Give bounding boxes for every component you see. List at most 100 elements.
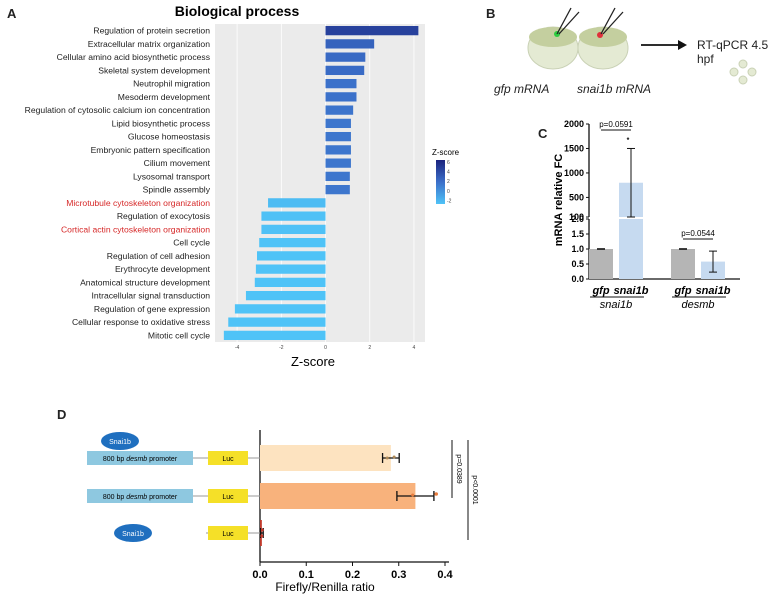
panel-b: gfp mRNA snai1b mRNA RT-qPCR 4.5 hpf (483, 0, 782, 110)
x-tick-label: gfp (591, 285, 609, 297)
data-point (260, 528, 264, 532)
luc-box (208, 526, 248, 540)
luc-label: Luc (222, 494, 234, 501)
embryo-snai1b-blastoderm (579, 27, 627, 47)
category-label: Embryonic pattern specification (91, 145, 211, 155)
legend-tick: 0 (447, 189, 450, 195)
bar (325, 118, 351, 129)
category-label: Cellular response to oxidative stress (72, 317, 210, 327)
bar (325, 39, 375, 49)
category-label: Spindle assembly (143, 185, 211, 195)
category-label: Cortical actin cytoskeleton organization (61, 224, 210, 234)
category-label: Regulation of protein secretion (93, 26, 210, 36)
y-tick-label: 1000 (564, 168, 584, 178)
embryo2-label: snai1b mRNA (577, 82, 652, 96)
y-tick-label: 0.0 (571, 274, 584, 284)
category-label: Skeletal system development (98, 65, 210, 75)
category-label: Intracellular signal transduction (92, 291, 211, 301)
snai1b-protein-icon (101, 432, 139, 450)
y-tick-label: 1.5 (571, 229, 584, 239)
bar (255, 264, 326, 274)
category-label: Regulation of exocytosis (117, 211, 210, 221)
bar (234, 304, 326, 314)
chart-d-xlabel: Firefly/Renilla ratio (275, 580, 375, 594)
p-value: p=0.0544 (681, 229, 715, 238)
bar (261, 224, 326, 235)
legend-tick: 2 (447, 179, 450, 185)
x-tick-label: 0.3 (391, 569, 406, 581)
category-label: Mesoderm development (118, 92, 211, 102)
snai1b-protein-icon (114, 524, 152, 542)
needle-1 (556, 7, 572, 35)
luc-box (208, 489, 248, 503)
bar (228, 317, 326, 327)
category-label: Lysosomal transport (133, 171, 211, 181)
chart-a-plot-bg (215, 24, 425, 342)
category-label: Extracellular matrix organization (88, 39, 210, 49)
category-label: Anatomical structure development (80, 277, 211, 287)
legend-tick: 6 (447, 160, 450, 166)
bar (223, 330, 326, 341)
bar (589, 249, 613, 279)
chart-a-title: Biological process (175, 3, 300, 19)
category-label: Lipid biosynthetic process (112, 118, 210, 128)
bar (260, 483, 416, 509)
category-label: Cellular amino acid biosynthetic process (57, 52, 210, 62)
embryo-gfp-blastoderm (529, 27, 577, 47)
luc-label: Luc (222, 531, 234, 538)
bar (325, 145, 351, 155)
panel-label-a: A (7, 6, 17, 21)
bar (261, 211, 326, 221)
y-tick-label: 2.0 (571, 214, 584, 224)
group-label: snai1b (600, 299, 632, 311)
data-point (434, 492, 439, 496)
bar (671, 249, 695, 279)
bar (325, 184, 350, 195)
bar (325, 78, 357, 89)
arrow-head-icon (678, 40, 687, 50)
small-embryo-icon (747, 67, 757, 77)
small-embryo-icon (729, 67, 739, 77)
category-label: Erythrocyte development (115, 264, 211, 274)
x-tick-label: 0 (324, 345, 327, 351)
bar (325, 52, 366, 62)
data-point (626, 137, 630, 140)
panel-label-d: D (57, 407, 67, 422)
chart-c-ylabel: mRNA relative FC (553, 154, 565, 247)
panel-label-b: B (486, 6, 496, 21)
p-value: p<0.0001 (471, 475, 478, 504)
promoter-label: 800 bp desmb promoter (103, 456, 178, 463)
category-label: Mitotic cell cycle (148, 330, 210, 340)
x-tick-label: 0.0 (252, 569, 267, 581)
x-tick-label: 0.2 (345, 569, 360, 581)
category-label: Cilium movement (144, 158, 211, 168)
x-tick-label: -2 (279, 345, 284, 351)
bar (259, 237, 326, 248)
data-point (385, 456, 389, 460)
chart-a: Biological process Regulation of protein… (25, 3, 460, 369)
y-tick-label: 500 (569, 192, 584, 202)
assay-label: RT-qPCR 4.5 hpf (697, 38, 769, 66)
bar (245, 290, 326, 301)
bar (268, 198, 326, 208)
small-embryo-icon (738, 59, 748, 69)
bar (325, 65, 365, 76)
needle-1b (558, 11, 580, 35)
protein-label: Snai1b (109, 439, 131, 446)
x-tick-label: snai1b (696, 285, 731, 297)
small-embryo-icon (738, 75, 748, 85)
category-label: Regulation of cell adhesion (107, 251, 210, 261)
bar (325, 105, 354, 115)
promoter-label: 800 bp desmb promoter (103, 494, 178, 501)
data-point (411, 493, 415, 497)
x-tick-label: gfp (673, 285, 691, 297)
x-tick-label: 0.1 (299, 569, 314, 581)
bar (254, 277, 326, 288)
p-value: p=0.0389 (455, 454, 462, 483)
x-tick-label: -4 (235, 345, 240, 351)
protein-label: Snai1b (122, 531, 144, 538)
data-point (392, 455, 396, 459)
data-point (260, 534, 264, 538)
bar (260, 445, 391, 471)
x-tick-label: 2 (368, 345, 371, 351)
